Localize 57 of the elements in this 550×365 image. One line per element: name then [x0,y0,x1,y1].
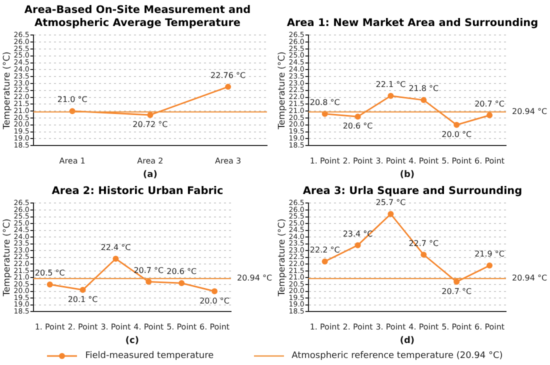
x-tick-label: 2. Point [68,322,98,332]
x-tick-label: 3. Point [376,322,406,332]
x-tick-label: Area 3 [215,156,242,166]
x-tick-label: 6. Point [474,156,505,166]
x-tick-label: 1. Point [310,322,340,332]
x-tick-label: 5. Point [166,322,197,332]
legend-label: Atmospheric reference temperature (20.94 °C) [292,350,503,360]
data-label: 20.0 °C [200,296,230,306]
x-axis-title: (a) [143,170,158,180]
y-axis-title: Temperature (°C) [2,52,13,130]
x-tick-label: 6. Point [200,322,230,332]
data-label: 25.7 °C [376,198,406,208]
ref-line-label: 20.94 °C [512,107,548,116]
x-tick-label: 4. Point [408,322,439,332]
data-label: 22.76 °C [210,70,246,80]
data-label: 20.7 °C [474,99,505,108]
y-axis-title: Temperature (°C) [278,218,288,298]
x-axis-title: (c) [125,336,139,346]
chart-title: Area 2: Historic Urban Fabric [50,184,224,198]
y-axis-title: Temperature (°C) [278,52,288,130]
x-axis-title: (b) [400,170,415,180]
ref-line-label: 20.94 °C [237,274,272,283]
data-label: 20.6 °C [166,267,197,276]
x-tick-label: 2. Point [342,322,373,332]
ref-line-label: 20.94 °C [512,274,548,283]
x-tick-label: 2. Point [342,156,373,166]
chart-title: Area 1: New Market Area and Surrounding [286,16,540,30]
data-label: 20.5 °C [34,268,66,278]
data-label: 20.6 °C [342,122,374,131]
data-label: 20.7 °C [442,286,472,296]
data-label: 22.1 °C [376,80,406,89]
data-label: 22.4 °C [100,242,132,252]
chart-title: Area 3: Urla Square and Surrounding [302,184,524,198]
chart-title: Area-Based On-Site Measurement and Atmospheric Average Temperature [23,3,252,30]
x-tick-label: 1. Point [310,156,340,166]
x-tick-label: 4. Point [408,156,439,166]
data-label: 21.9 °C [474,250,505,259]
data-label: 22.2 °C [310,246,340,255]
x-tick-label: 4. Point [134,322,164,332]
data-label: 20.8 °C [310,98,340,107]
x-tick-label: 3. Point [376,156,406,166]
legend-label: Field-measured temperature [85,350,214,360]
data-label: 20.0 °C [442,130,472,139]
data-label: 20.7 °C [134,266,164,275]
x-tick-label: 5. Point [442,322,472,332]
x-axis-title: (d) [400,336,415,346]
x-tick-label: 5. Point [442,156,472,166]
x-tick-label: Area 2 [137,156,164,166]
data-label: 21.0 °C [57,95,88,104]
data-label: 20.1 °C [68,295,98,304]
x-tick-label: 1. Point [34,322,65,332]
x-tick-label: 6. Point [474,322,505,332]
data-label: 21.8 °C [408,84,440,94]
data-label: 20.72 °C [132,120,168,130]
x-tick-label: 3. Point [100,322,131,332]
y-axis-title: Temperature (°C) [2,218,13,298]
x-tick-label: Area 1 [59,156,86,166]
